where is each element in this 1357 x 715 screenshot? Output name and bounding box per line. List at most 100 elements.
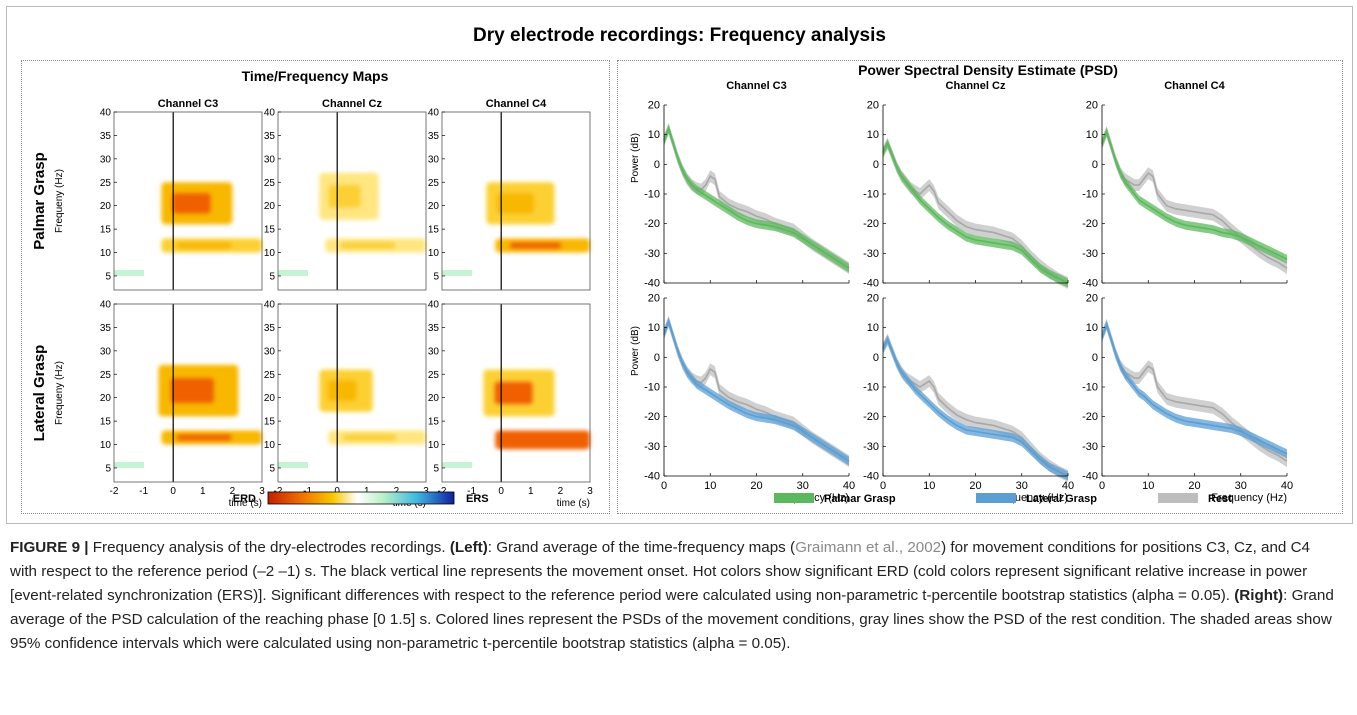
tf-ers-region — [114, 270, 144, 276]
colorbar-erd-label: ERD — [233, 493, 256, 505]
psd-y-tick-label: 0 — [873, 352, 879, 364]
caption-reference-link[interactable]: Graimann et al., 2002 — [795, 539, 942, 556]
legend-swatch — [976, 493, 1016, 503]
tf-x-tick-label: 2 — [558, 486, 564, 497]
psd-plots-svg: Power Spectral Density Estimate (PSD) Ch… — [630, 62, 1293, 505]
tf-erd-core — [176, 433, 232, 442]
tf-ers-region — [442, 462, 472, 468]
psd-y-tick-label: 10 — [867, 322, 879, 334]
tf-erd-core — [176, 241, 232, 250]
psd-y-tick-label: 20 — [648, 100, 660, 112]
psd-y-tick-label: 0 — [1092, 159, 1098, 171]
psd-plot: 20 10 0 -10 -20 -30 -40 — [863, 100, 1069, 290]
psd-x-tick-label: 20 — [969, 480, 981, 492]
psd-y-tick-label: -10 — [1082, 189, 1098, 201]
tf-x-tick-label: 2 — [230, 486, 236, 497]
psd-y-tick-label: -30 — [1082, 441, 1098, 453]
tf-y-tick-label: 15 — [100, 225, 112, 236]
tf-y-tick-label: 30 — [100, 154, 112, 165]
tf-x-tick-label: -2 — [110, 486, 119, 497]
psd-x-tick-label: 20 — [1188, 480, 1200, 492]
psd-x-tick-label: 10 — [923, 480, 935, 492]
colorbar — [267, 491, 455, 505]
psd-plot: 20 10 0 -10 -20 -30 -40 Power (dB) — [630, 100, 850, 290]
tf-x-tick-label: -1 — [303, 486, 312, 497]
tf-erd-core — [327, 380, 357, 402]
psd-y-tick-label: -10 — [644, 382, 660, 394]
legend-label: Rest — [1208, 493, 1232, 505]
tf-panel-title: Time/Frequency Maps — [242, 68, 389, 84]
psd-plot: 20 10 0 -10 -20 -30 -40 — [1082, 100, 1288, 290]
tf-ers-region — [114, 462, 144, 468]
psd-y-tick-label: 10 — [1086, 129, 1098, 141]
tf-map: 5 10 15 20 25 30 35 40 — [264, 108, 427, 291]
tf-map: 5 10 15 20 25 30 35 40 — [100, 108, 263, 291]
psd-y-tick-label: 0 — [654, 159, 660, 171]
psd-y-tick-label: 10 — [648, 322, 660, 334]
psd-y-tick-label: -20 — [863, 411, 879, 423]
psd-x-tick-label: 30 — [797, 480, 809, 492]
tf-x-tick-label: 1 — [364, 486, 370, 497]
tf-y-tick-label: 15 — [264, 417, 276, 428]
psd-y-tick-label: 20 — [867, 100, 879, 112]
psd-y-tick-label: 10 — [867, 129, 879, 141]
figure-caption: FIGURE 9 | Frequency analysis of the dry… — [10, 536, 1340, 656]
tf-map-frame — [113, 303, 263, 483]
tf-blob-group — [161, 182, 262, 253]
tf-x-tick-label: -2 — [274, 486, 283, 497]
tf-blob-group — [319, 369, 426, 445]
tf-y-tick-label: 25 — [428, 178, 440, 189]
tf-map-frame — [277, 303, 427, 483]
tf-y-tick-label: 10 — [264, 440, 276, 451]
psd-y-tick-label: -40 — [863, 471, 879, 483]
tf-y-tick-label: 25 — [100, 178, 112, 189]
tf-y-tick-label: 20 — [264, 393, 276, 404]
psd-x-tick-label: 0 — [661, 480, 667, 492]
tf-y-tick-label: 25 — [264, 370, 276, 381]
psd-y-tick-label: -10 — [1082, 382, 1098, 394]
tf-x-tick-label: 3 — [587, 486, 593, 497]
psd-y-tick-label: 0 — [654, 352, 660, 364]
tf-y-tick-label: 30 — [428, 346, 440, 357]
psd-movement-line — [663, 126, 850, 269]
caption-text-1: Frequency analysis of the dry-electrodes… — [88, 539, 450, 556]
psd-y-tick-label: -30 — [644, 248, 660, 260]
tf-y-tick-label: 10 — [100, 248, 112, 259]
psd-y-tick-label: -10 — [863, 189, 879, 201]
tf-y-tick-label: 35 — [100, 131, 112, 142]
tf-erd-core — [494, 381, 534, 405]
tf-y-tick-label: 35 — [428, 323, 440, 334]
tf-y-tick-label: 30 — [100, 346, 112, 357]
psd-x-tick-label: 30 — [1235, 480, 1247, 492]
tf-erd-core — [342, 433, 397, 442]
caption-left-label: (Left) — [449, 539, 488, 556]
colorbar-ers-label: ERS — [466, 493, 489, 505]
tf-erd-core — [340, 241, 396, 250]
psd-movement-line — [1101, 129, 1288, 260]
psd-channel-title: Channel C4 — [1164, 80, 1225, 92]
tf-y-tick-label: 5 — [269, 463, 275, 474]
psd-y-tick-label: 20 — [1086, 100, 1098, 112]
tf-x-tick-label: 3 — [259, 486, 265, 497]
tf-map-frame — [113, 111, 263, 291]
psd-y-tick-label: -20 — [1082, 218, 1098, 230]
psd-movement-line — [882, 141, 1069, 284]
tf-x-axis-label: time (s) — [229, 498, 262, 509]
tf-erd-core — [496, 192, 535, 214]
tf-y-axis-label: Frequeny (Hz) — [54, 169, 65, 233]
tf-x-tick-label: 0 — [334, 486, 340, 497]
psd-y-tick-label: -30 — [863, 441, 879, 453]
tf-y-tick-label: 30 — [264, 346, 276, 357]
psd-x-tick-label: 30 — [1016, 480, 1028, 492]
psd-y-tick-label: 10 — [1086, 322, 1098, 334]
psd-y-tick-label: -30 — [1082, 248, 1098, 260]
tf-x-tick-label: 3 — [423, 486, 429, 497]
psd-y-tick-label: 20 — [1086, 293, 1098, 305]
tf-y-tick-label: 10 — [264, 248, 276, 259]
tf-y-tick-label: 35 — [100, 323, 112, 334]
tf-y-tick-label: 20 — [428, 201, 440, 212]
tf-y-tick-label: 15 — [428, 225, 440, 236]
tf-erd-core — [172, 192, 212, 214]
